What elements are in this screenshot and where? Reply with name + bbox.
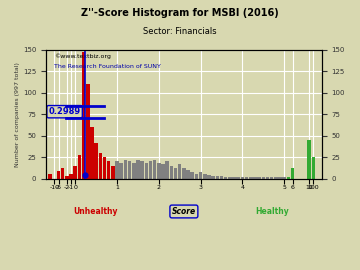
- Bar: [307, 140, 311, 179]
- Bar: [57, 171, 60, 179]
- Bar: [257, 177, 261, 179]
- Bar: [220, 176, 223, 179]
- Bar: [237, 177, 240, 179]
- Y-axis label: Number of companies (997 total): Number of companies (997 total): [15, 62, 20, 167]
- Text: Sector: Financials: Sector: Financials: [143, 27, 217, 36]
- Bar: [253, 177, 257, 179]
- Bar: [261, 177, 265, 179]
- Bar: [245, 177, 248, 179]
- Text: Healthy: Healthy: [255, 207, 289, 216]
- Bar: [240, 177, 244, 179]
- Text: Unhealthy: Unhealthy: [73, 207, 118, 216]
- Bar: [182, 168, 186, 179]
- Bar: [312, 157, 315, 179]
- Text: 0.2989: 0.2989: [49, 107, 81, 116]
- Bar: [211, 176, 215, 179]
- Bar: [270, 177, 273, 179]
- Bar: [90, 127, 94, 179]
- Bar: [165, 161, 169, 179]
- Bar: [228, 177, 231, 179]
- Bar: [157, 163, 161, 179]
- Bar: [249, 177, 252, 179]
- Bar: [61, 167, 64, 179]
- Bar: [69, 174, 73, 179]
- Bar: [123, 160, 127, 179]
- Bar: [203, 174, 207, 179]
- Bar: [120, 163, 123, 179]
- Bar: [149, 161, 152, 179]
- Bar: [111, 166, 114, 179]
- Bar: [144, 163, 148, 179]
- Bar: [99, 153, 102, 179]
- Bar: [73, 166, 77, 179]
- Bar: [291, 168, 294, 179]
- Bar: [274, 177, 278, 179]
- Bar: [115, 161, 119, 179]
- Bar: [132, 163, 135, 179]
- Bar: [82, 52, 85, 179]
- Bar: [232, 177, 236, 179]
- Bar: [282, 177, 286, 179]
- Bar: [94, 143, 98, 179]
- Text: The Research Foundation of SUNY: The Research Foundation of SUNY: [54, 64, 161, 69]
- Bar: [207, 175, 211, 179]
- Bar: [153, 160, 156, 179]
- Bar: [86, 84, 90, 179]
- Bar: [140, 161, 144, 179]
- Bar: [136, 160, 140, 179]
- Bar: [190, 172, 194, 179]
- Bar: [174, 168, 177, 179]
- Bar: [224, 177, 228, 179]
- Bar: [278, 177, 282, 179]
- Bar: [178, 164, 181, 179]
- Bar: [107, 161, 111, 179]
- Bar: [287, 177, 290, 179]
- Text: ©www.textbiz.org: ©www.textbiz.org: [54, 54, 111, 59]
- Bar: [103, 157, 106, 179]
- Text: Z''-Score Histogram for MSBI (2016): Z''-Score Histogram for MSBI (2016): [81, 8, 279, 18]
- Bar: [128, 161, 131, 179]
- Bar: [186, 170, 190, 179]
- Bar: [48, 174, 52, 179]
- Bar: [161, 164, 165, 179]
- Bar: [216, 176, 219, 179]
- Bar: [195, 174, 198, 179]
- Bar: [170, 166, 173, 179]
- Bar: [266, 177, 269, 179]
- Bar: [78, 155, 81, 179]
- Bar: [199, 172, 202, 179]
- Text: Score: Score: [172, 207, 196, 216]
- Bar: [65, 176, 69, 179]
